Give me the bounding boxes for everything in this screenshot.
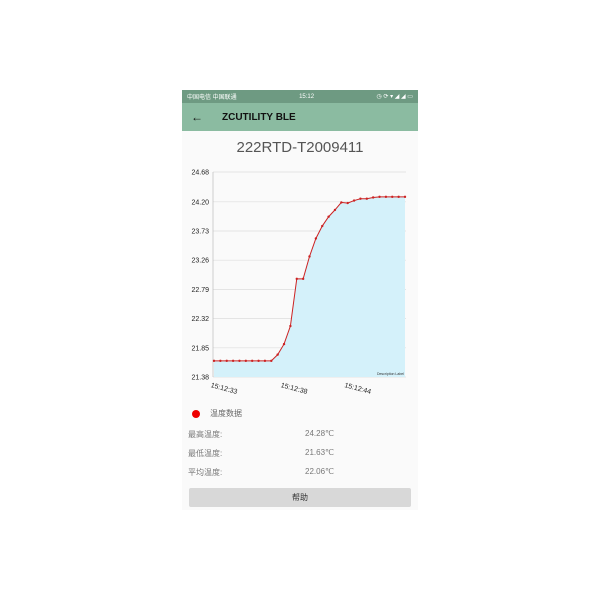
y-tick-label: 21.85 (191, 345, 209, 352)
status-bar: 中国电信 中国联通 15:12 ◷ ⟳ ▾ ◢ ◢ ▭ (182, 90, 418, 103)
device-name: 222RTD-T2009411 (236, 139, 364, 156)
stat-max: 最高温度: 24.28℃ (188, 429, 408, 440)
y-tick-label: 24.68 (191, 170, 209, 177)
x-tick-label: 15:12:44 (344, 382, 372, 396)
data-point (257, 359, 260, 363)
data-point (321, 224, 324, 228)
data-point (270, 359, 273, 363)
area-fill (214, 196, 405, 377)
stat-value: 21.63℃ (305, 448, 335, 457)
data-point (225, 359, 228, 363)
data-point (359, 197, 362, 200)
data-point (212, 359, 216, 363)
chart-legend: 温度数据 (192, 408, 242, 419)
toolbar: ← ZCUTILITY BLE (182, 103, 418, 131)
data-point (314, 237, 318, 240)
data-point (251, 359, 254, 363)
y-tick-label: 22.79 (191, 287, 209, 294)
y-tick-label: 21.38 (191, 375, 209, 382)
data-point (231, 359, 235, 363)
stat-value: 24.28℃ (305, 429, 335, 438)
y-tick-label: 23.26 (191, 258, 209, 265)
status-icons: ◷ ⟳ ▾ ◢ ◢ ▭ (376, 94, 413, 100)
y-tick-label: 23.73 (191, 229, 209, 236)
phone-screen: 中国电信 中国联通 15:12 ◷ ⟳ ▾ ◢ ◢ ▭ ← ZCUTILITY … (182, 90, 418, 510)
data-point (403, 195, 407, 199)
x-tick-label: 15:12:38 (280, 382, 308, 396)
data-point (263, 359, 267, 363)
stat-min: 最低温度: 21.63℃ (188, 448, 408, 459)
data-point (295, 277, 298, 281)
data-point (219, 359, 222, 363)
data-point (333, 208, 337, 212)
y-tick-label: 24.20 (191, 199, 209, 206)
data-point (365, 197, 368, 200)
data-point (397, 195, 400, 199)
help-button[interactable]: 帮助 (189, 488, 411, 507)
data-point (352, 199, 356, 202)
data-point (301, 277, 305, 281)
data-point (289, 324, 292, 328)
data-point (340, 201, 343, 204)
stat-label: 最低温度: (188, 449, 223, 458)
legend-dot-icon (192, 409, 200, 418)
data-point (238, 359, 241, 363)
temperature-chart[interactable]: 21.38 21.85 22.32 22.79 23.26 23.73 24.20 24.68… (182, 168, 418, 398)
legend-label: 温度数据 (210, 409, 242, 418)
stat-value: 22.06℃ (305, 467, 335, 476)
clock: 15:12 (299, 93, 315, 100)
x-tick-label: 15:12:33 (210, 382, 238, 396)
data-point (327, 215, 330, 218)
data-point (282, 342, 286, 346)
stat-label: 平均温度: (188, 468, 223, 477)
stat-label: 最高温度: (188, 430, 223, 439)
app-title: ZCUTILITY BLE (222, 111, 296, 123)
data-point (371, 196, 375, 199)
data-point (378, 195, 381, 199)
data-point (384, 195, 388, 199)
data-point (244, 359, 248, 363)
description-label: Description Label (377, 372, 404, 376)
stat-avg: 平均温度: 22.06℃ (188, 467, 408, 478)
data-point (346, 201, 349, 205)
arrow-left-icon[interactable]: ← (191, 110, 203, 124)
data-point (308, 255, 311, 258)
y-tick-label: 22.32 (191, 316, 209, 323)
data-point (276, 353, 279, 356)
carrier-text: 中国电信 中国联通 (187, 95, 237, 101)
data-point (391, 195, 394, 199)
